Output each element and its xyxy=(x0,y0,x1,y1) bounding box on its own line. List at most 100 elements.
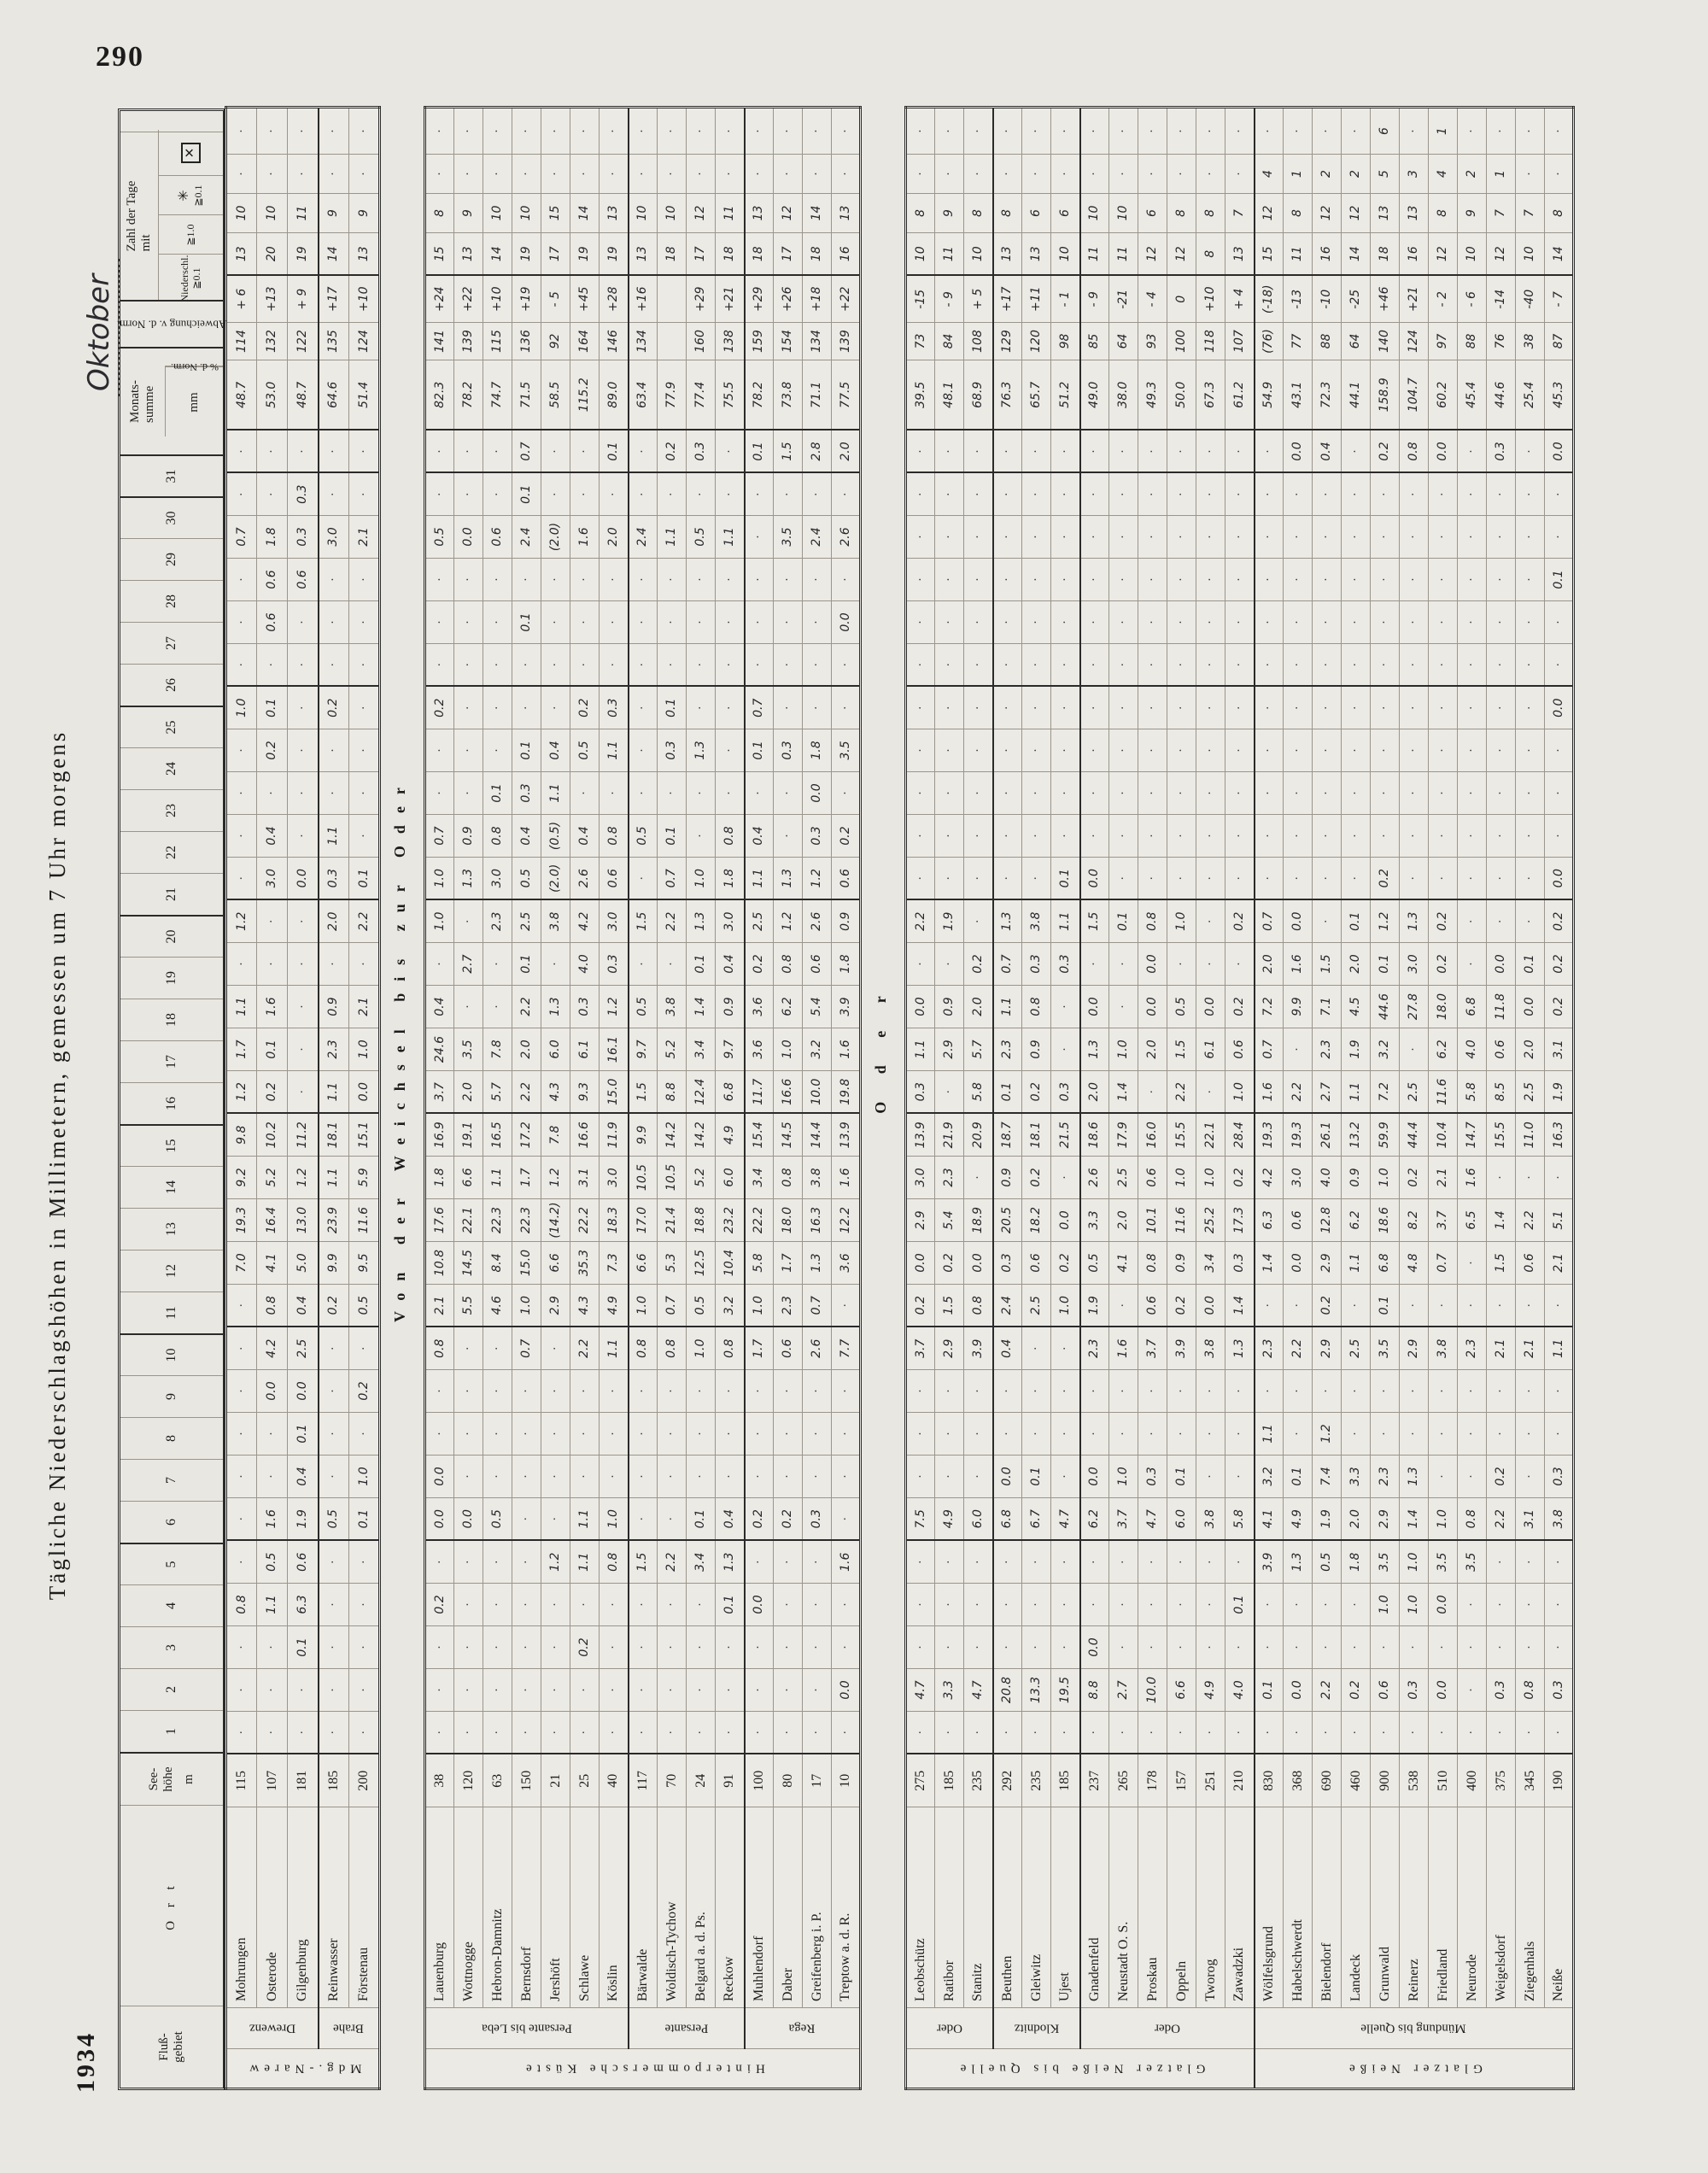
day-cell-10: 1.6 xyxy=(1108,1327,1138,1370)
day-cell-18: 2.2 xyxy=(512,985,541,1028)
station-elevation: 690 xyxy=(1312,1754,1342,1807)
day-cell-10: 2.9 xyxy=(934,1327,964,1370)
snow-cover-days-cell: · xyxy=(483,107,512,155)
day-cell-27: 0.0 xyxy=(831,600,861,644)
deviation-cell: -13 xyxy=(1283,275,1313,323)
day-cell-14: 0.2 xyxy=(1225,1156,1255,1199)
station-name: Grunwald xyxy=(1370,1807,1400,2008)
deviation-cell: - 9 xyxy=(934,275,964,323)
station-elevation: 25 xyxy=(570,1754,600,1807)
day-cell-25: · xyxy=(453,686,483,729)
day-cell-27: · xyxy=(541,600,570,644)
station-row: Glatzer Neiße bis Quelle Oder Leobschütz 27… xyxy=(905,107,1255,2089)
days-ge10-cell: 10 xyxy=(657,193,687,233)
day-cell-18: 0.2 xyxy=(1544,985,1574,1028)
day-cell-12: 1.3 xyxy=(802,1241,832,1285)
day-cell-17: 2.3 xyxy=(1312,1028,1342,1071)
day-cell-22: · xyxy=(1167,814,1196,858)
day-cell-10: 3.5 xyxy=(1370,1327,1400,1370)
flussgebiet-inner-label: Oder xyxy=(1079,2007,1255,2049)
snow-cover-days-cell: · xyxy=(318,107,349,155)
snow-days-cell: · xyxy=(1167,154,1196,194)
day-cell-20: 1.5 xyxy=(628,899,658,943)
station-elevation: 63 xyxy=(483,1754,512,1807)
day-cell-21: 1.2 xyxy=(802,857,832,900)
day-cell-28: · xyxy=(744,558,774,601)
day-cell-19: · xyxy=(1225,942,1255,986)
day-cell-24: · xyxy=(287,729,319,772)
day-cell-7: · xyxy=(570,1455,600,1498)
flussgebiet-outer-label: Hinterpommersche Küste xyxy=(424,2048,861,2089)
day-cell-5: · xyxy=(1486,1540,1516,1584)
day-cell-7: · xyxy=(512,1455,541,1498)
pct-of-norm-cell: 136 xyxy=(512,322,541,360)
day-cell-2: · xyxy=(483,1668,512,1712)
day-cell-23: · xyxy=(657,771,687,815)
day-cell-25: · xyxy=(963,686,993,729)
monthly-sum-cell: 77.4 xyxy=(686,360,716,430)
day-cell-4: 6.3 xyxy=(287,1583,319,1626)
day-cell-13: 22.1 xyxy=(453,1198,483,1242)
day-cell-1: · xyxy=(628,1711,658,1754)
day-cell-25: · xyxy=(1515,686,1545,729)
day-cell-11: · xyxy=(1428,1284,1458,1327)
pct-of-norm-cell: 77 xyxy=(1283,322,1313,360)
day-cell-18: 0.4 xyxy=(424,985,454,1028)
snow-days-cell: · xyxy=(1138,154,1167,194)
day-cell-16: 3.7 xyxy=(424,1070,454,1114)
pct-of-norm-cell: 76 xyxy=(1486,322,1516,360)
day-cell-18: 5.4 xyxy=(802,985,832,1028)
day-cell-10: 2.3 xyxy=(1079,1327,1109,1370)
day-cell-12: 14.5 xyxy=(453,1241,483,1285)
days-ge01-cell: 12 xyxy=(1486,232,1516,276)
day-cell-15: 59.9 xyxy=(1370,1113,1400,1157)
day-cell-11: · xyxy=(1108,1284,1138,1327)
day-cell-27: · xyxy=(1341,600,1371,644)
station-elevation: 185 xyxy=(934,1754,964,1807)
day-cell-13: 6.5 xyxy=(1457,1198,1487,1242)
snow-days-cell: · xyxy=(1079,154,1109,194)
day-cell-18: 1.6 xyxy=(256,985,288,1028)
day-cell-18: 11.8 xyxy=(1486,985,1516,1028)
pct-of-norm-cell: (76) xyxy=(1254,322,1284,360)
days-ge10-cell: 8 xyxy=(1167,193,1196,233)
day-cell-4: · xyxy=(628,1583,658,1626)
pct-of-norm-cell: 118 xyxy=(1196,322,1225,360)
day-cell-17: 2.3 xyxy=(992,1028,1022,1071)
col-header-day-23: 23 xyxy=(120,789,223,831)
day-cell-18: 0.8 xyxy=(1021,985,1051,1028)
day-cell-13: (14.2) xyxy=(541,1198,570,1242)
day-cell-24: · xyxy=(905,729,935,772)
col-header-ge10: ≧1.0 xyxy=(158,214,223,255)
day-cell-8: · xyxy=(1399,1412,1429,1456)
day-cell-25: · xyxy=(905,686,935,729)
day-cell-23: · xyxy=(773,771,803,815)
day-cell-8: · xyxy=(963,1412,993,1456)
days-ge01-cell: 18 xyxy=(802,232,832,276)
day-cell-7: · xyxy=(773,1455,803,1498)
col-header-day-24: 24 xyxy=(120,747,223,789)
day-cell-26: · xyxy=(512,643,541,687)
day-cell-23: · xyxy=(1254,771,1284,815)
day-cell-11: 0.5 xyxy=(686,1284,716,1327)
day-cell-23: · xyxy=(1370,771,1400,815)
station-name: Habelschwerdt xyxy=(1283,1807,1313,2008)
day-cell-29: · xyxy=(1457,515,1487,559)
station-row: Glatzer Neiße Mündung bis Quelle Wölfelsgr… xyxy=(1254,107,1574,2089)
station-row: Stanitz 235 · 4.7 · · · 6.0 · · · 3.9 0.8 0.0 18.9 · 20.… xyxy=(963,107,993,2089)
day-cell-2: · xyxy=(512,1668,541,1712)
deviation-cell: +29 xyxy=(686,275,716,323)
day-cell-23: · xyxy=(1079,771,1109,815)
day-cell-23: · xyxy=(1138,771,1167,815)
day-cell-29: · xyxy=(1167,515,1196,559)
day-cell-30: · xyxy=(1254,472,1284,516)
day-cell-22: · xyxy=(773,814,803,858)
day-cell-4: 0.1 xyxy=(715,1583,745,1626)
flussgebiet-outer-text: Glatzer Neiße bis Quelle xyxy=(955,2062,1206,2076)
snow-days-cell: 1 xyxy=(1283,154,1313,194)
day-cell-20: · xyxy=(453,899,483,943)
days-ge01-cell: 10 xyxy=(1050,232,1080,276)
day-cell-28: · xyxy=(1428,558,1458,601)
day-cell-30: · xyxy=(1196,472,1225,516)
pct-of-norm-cell: 141 xyxy=(424,322,454,360)
